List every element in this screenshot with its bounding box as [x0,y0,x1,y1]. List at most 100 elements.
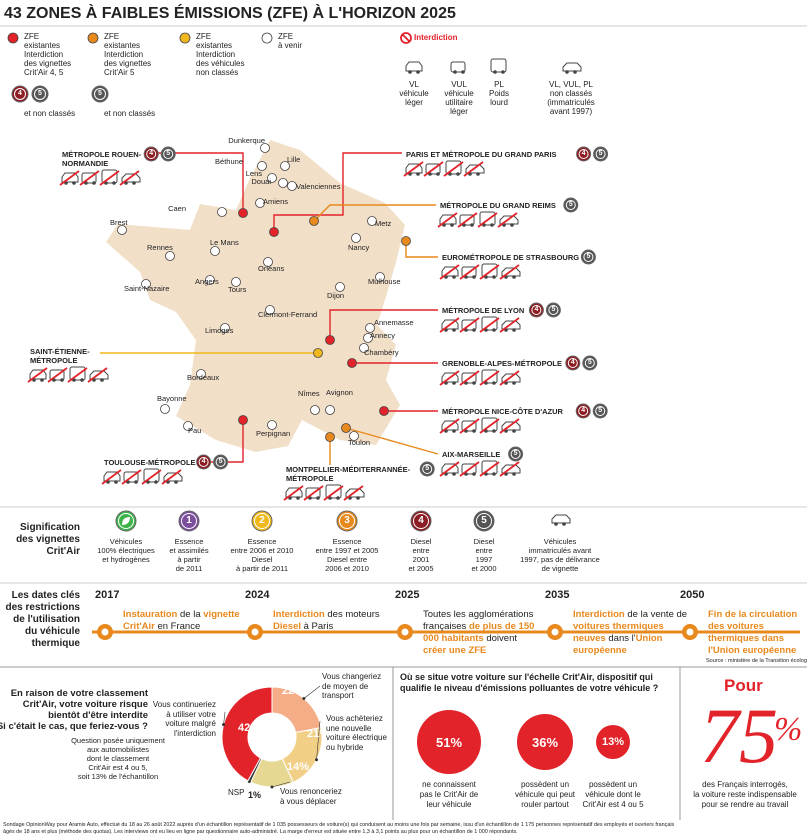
vehicle-label: (immatriculés [547,98,595,107]
cross-line [499,317,520,333]
old-car-icon [551,514,571,524]
donut-value-label: 22% [282,685,305,697]
cross-line [423,161,444,177]
badge-ring [413,513,429,529]
pour-lead: Pour [724,676,763,695]
badge-number: 5 [586,253,591,260]
survey-note: aux automobilistes [86,745,150,754]
wheel [573,70,577,74]
van-icon [450,61,466,73]
badge-ring [565,200,576,210]
wheel [492,275,496,279]
city-dot [257,161,267,171]
cross-line [47,367,68,383]
wheel [336,496,340,500]
critair-heading: Crit'Air [46,546,81,557]
vehicle-label: avant 1997) [549,107,593,116]
wheel [436,172,440,176]
zone-name: MÉTROPOLE DE LYON [442,306,525,315]
car-icon [405,61,423,72]
leader-dot [222,723,226,727]
cross-line [499,370,520,386]
timeline-text-part: de la vente de [624,609,688,620]
pour-value: 75 [700,692,778,779]
timeline-text: Toutes les agglomérations françaises de … [423,609,541,657]
legend-dot [261,32,273,44]
badge-ring [339,513,355,529]
city-label: Nancy [348,243,370,252]
wheel [512,381,516,385]
timeline-text-part: Toutes les agglomérations françaises [423,609,534,632]
legend-dot [179,32,191,44]
wheel [461,70,465,74]
timeline-text-part: de plus de 150 000 habitants [423,621,535,644]
zone-dot [325,335,335,345]
zone-name: MÉTROPOLE DU GRAND REIMS [440,201,556,210]
vehicle-label: PL [494,80,504,89]
badge-ring [595,149,606,159]
cross-line [67,367,88,383]
bubble-text: Crit'Air est 4 ou 5 [582,800,644,809]
critair-text: et assimilés [169,546,209,555]
wheel [562,522,566,526]
vehicle-label: Poids [488,89,510,98]
critair-text: Diesel entre [326,555,368,564]
badge-ring [578,406,589,416]
timeline-dot-inner [251,628,259,636]
wheel [452,381,456,385]
wheel [456,172,460,176]
badge-number: 5 [568,201,573,208]
city-label: Béthune [215,157,243,166]
timeline-text-part: doivent [483,633,517,644]
legend-text: Interdiction [24,50,64,59]
zone-name: TOULOUSE-MÉTROPOLE [104,458,196,467]
wheel [510,223,514,227]
city-dot [210,246,220,256]
wheel [554,522,558,526]
badge-ring [510,449,521,459]
timeline-text-part: voitures thermiques neuves [573,621,664,644]
timeline-heading: des restrictions [5,602,80,613]
cross-line [101,469,122,485]
city-dot [217,207,227,217]
leaf-icon [122,517,130,525]
pour-unit: % [774,711,803,748]
cross-line [439,264,460,280]
legend-note: et non classés [24,109,76,118]
wheel [72,181,76,185]
donut-category: Vous continueriez à utiliser votre voitu… [152,700,216,738]
badge-number: 1 [186,515,192,526]
legend-text: Crit'Air 5 [104,68,135,77]
bubble-value: 51% [435,735,463,750]
city-label: Angers [195,277,219,286]
donut-value-label: 21% [307,728,330,740]
wheel [356,496,360,500]
cross-line [437,212,458,228]
critair-text: et 2000 [471,564,497,573]
wheel [416,70,420,74]
survey-question: Si c'était le cas, que feriez-vous ? [0,721,148,732]
cross-line [27,367,48,383]
wheel [452,429,456,433]
city-label: Avignon [326,388,353,397]
vehicle-label: véhicule [399,89,429,98]
wheel [112,181,116,185]
critair-text: entre [412,546,430,555]
wheel [492,472,496,476]
badge-ring [146,149,157,159]
zone-leader [405,241,438,258]
city-label: Mulhouse [368,277,401,286]
vehicle-label: utilitaire [445,98,473,107]
cross-line [439,461,460,477]
zone-dot [238,208,248,218]
cross-line [459,370,480,386]
bubble-text: possèdent un [588,780,638,789]
legend-text: ZFE [196,32,212,41]
pour-text: la voiture reste indispensable [693,790,797,799]
cross-line [499,461,520,477]
bubble [596,725,630,759]
city-label: Annecy [370,331,396,340]
city-dot [280,161,290,171]
timeline-text-part: Diesel [273,621,301,632]
leader-dot [302,696,306,700]
